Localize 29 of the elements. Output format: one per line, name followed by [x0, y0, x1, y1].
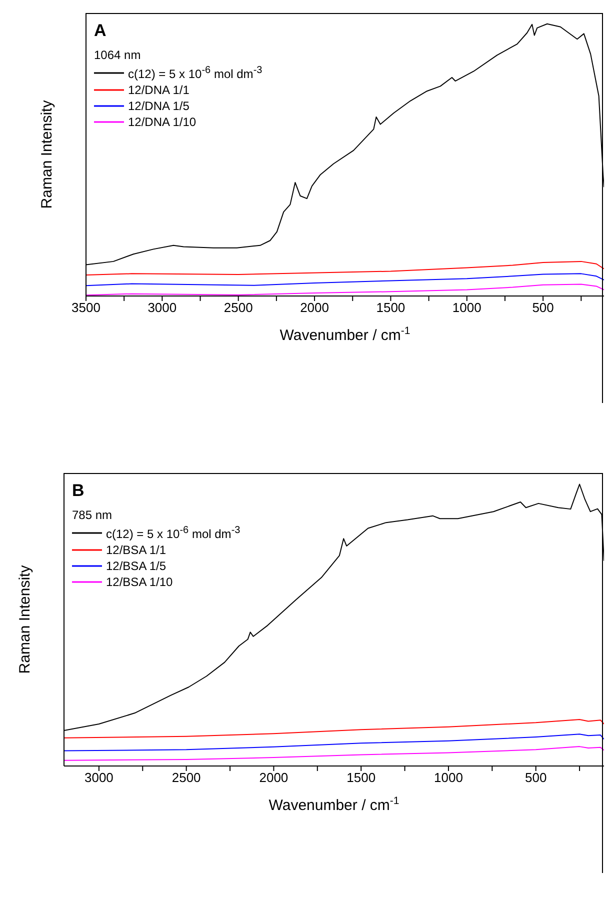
legend-label: 12/BSA 1/5 [106, 558, 166, 574]
legend-label: c(12) = 5 x 10$^{-6}$ mol dm$^{-3}$ [128, 64, 262, 82]
legend-title: 785 nm [72, 507, 114, 523]
annotation: B [72, 481, 86, 500]
y-axis-title: Raman Intensity [38, 100, 56, 209]
x-tick-label: 1500 [376, 300, 406, 316]
x-tick-label: 2500 [172, 770, 201, 786]
x-tick-label: 2500 [224, 300, 253, 316]
x-tick-label: 3000 [148, 300, 177, 316]
x-tick-label: 2000 [300, 300, 329, 316]
legend-label: 12/BSA 1/10 [106, 574, 173, 590]
x-tick-label: 2000 [259, 770, 288, 786]
legend-label: 12/DNA 1/10 [128, 114, 196, 130]
x-tick-label: 1500 [346, 770, 376, 786]
y-axis-title: Raman Intensity [16, 564, 34, 674]
legend-label: 12/DNA 1/5 [128, 98, 190, 114]
x-tick-label: 500 [532, 300, 554, 316]
x-tick-label: 3500 [72, 300, 100, 316]
x-axis-title: Wavenumber / cm$^{-1}$ [280, 325, 410, 344]
x-tick-label: 1000 [434, 770, 463, 786]
x-tick-label: 1000 [452, 300, 482, 316]
x-tick-label: 3000 [84, 770, 114, 786]
legend-label: c(12) = 5 x 10$^{-6}$ mol dm$^{-3}$ [106, 524, 240, 542]
annotation: A [94, 21, 108, 40]
x-axis-title: Wavenumber / cm$^{-1}$ [268, 795, 400, 814]
legend-title: 1064 nm [94, 47, 142, 63]
legend-label: 12/DNA 1/1 [128, 82, 190, 98]
legend-label: 12/BSA 1/1 [106, 542, 166, 558]
x-tick-label: 500 [524, 770, 547, 786]
